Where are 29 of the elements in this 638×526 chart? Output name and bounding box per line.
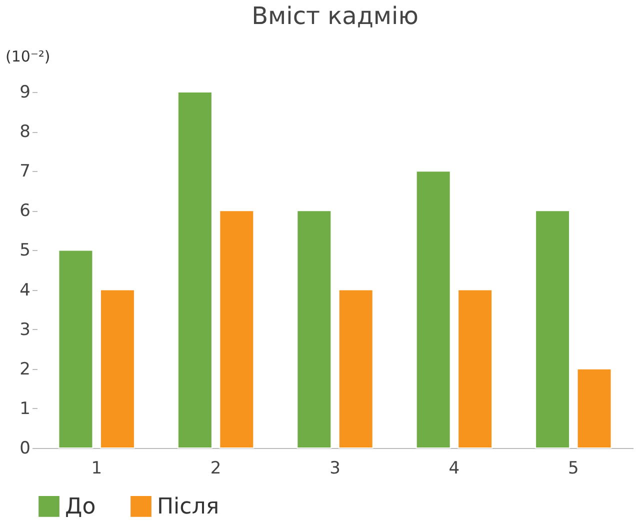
- y-axis-title: (10⁻²): [6, 48, 50, 66]
- bar: [338, 289, 374, 448]
- y-tick-label: 0: [20, 438, 30, 458]
- x-tick-label: 4: [448, 458, 460, 478]
- y-tick-label: 2: [20, 359, 30, 380]
- y-tick-label: 9: [20, 82, 30, 102]
- x-tick-label: 3: [330, 458, 340, 478]
- x-tick-label: 2: [210, 458, 222, 478]
- bar: [576, 368, 612, 448]
- bar: [296, 210, 332, 448]
- y-tick-label: 8: [20, 122, 30, 142]
- legend-label: До: [65, 494, 96, 520]
- bar: [535, 210, 570, 448]
- bar: [58, 250, 94, 448]
- y-tick-label: 4: [20, 280, 30, 300]
- bar: [458, 289, 493, 448]
- y-tick-label: 7: [20, 162, 30, 182]
- y-tick-label: 1: [20, 398, 30, 419]
- bar: [177, 92, 212, 448]
- x-tick-label: 5: [568, 458, 579, 478]
- y-tick-label: 3: [20, 320, 30, 340]
- bar: [219, 210, 254, 448]
- y-tick-label: 6: [20, 201, 30, 222]
- bar: [416, 170, 451, 448]
- y-tick-label: 5: [20, 240, 30, 261]
- legend-label: Після: [157, 494, 220, 520]
- chart-title: Вміст кадмію: [252, 2, 418, 30]
- bar: [100, 289, 135, 448]
- x-tick-label: 1: [91, 458, 102, 478]
